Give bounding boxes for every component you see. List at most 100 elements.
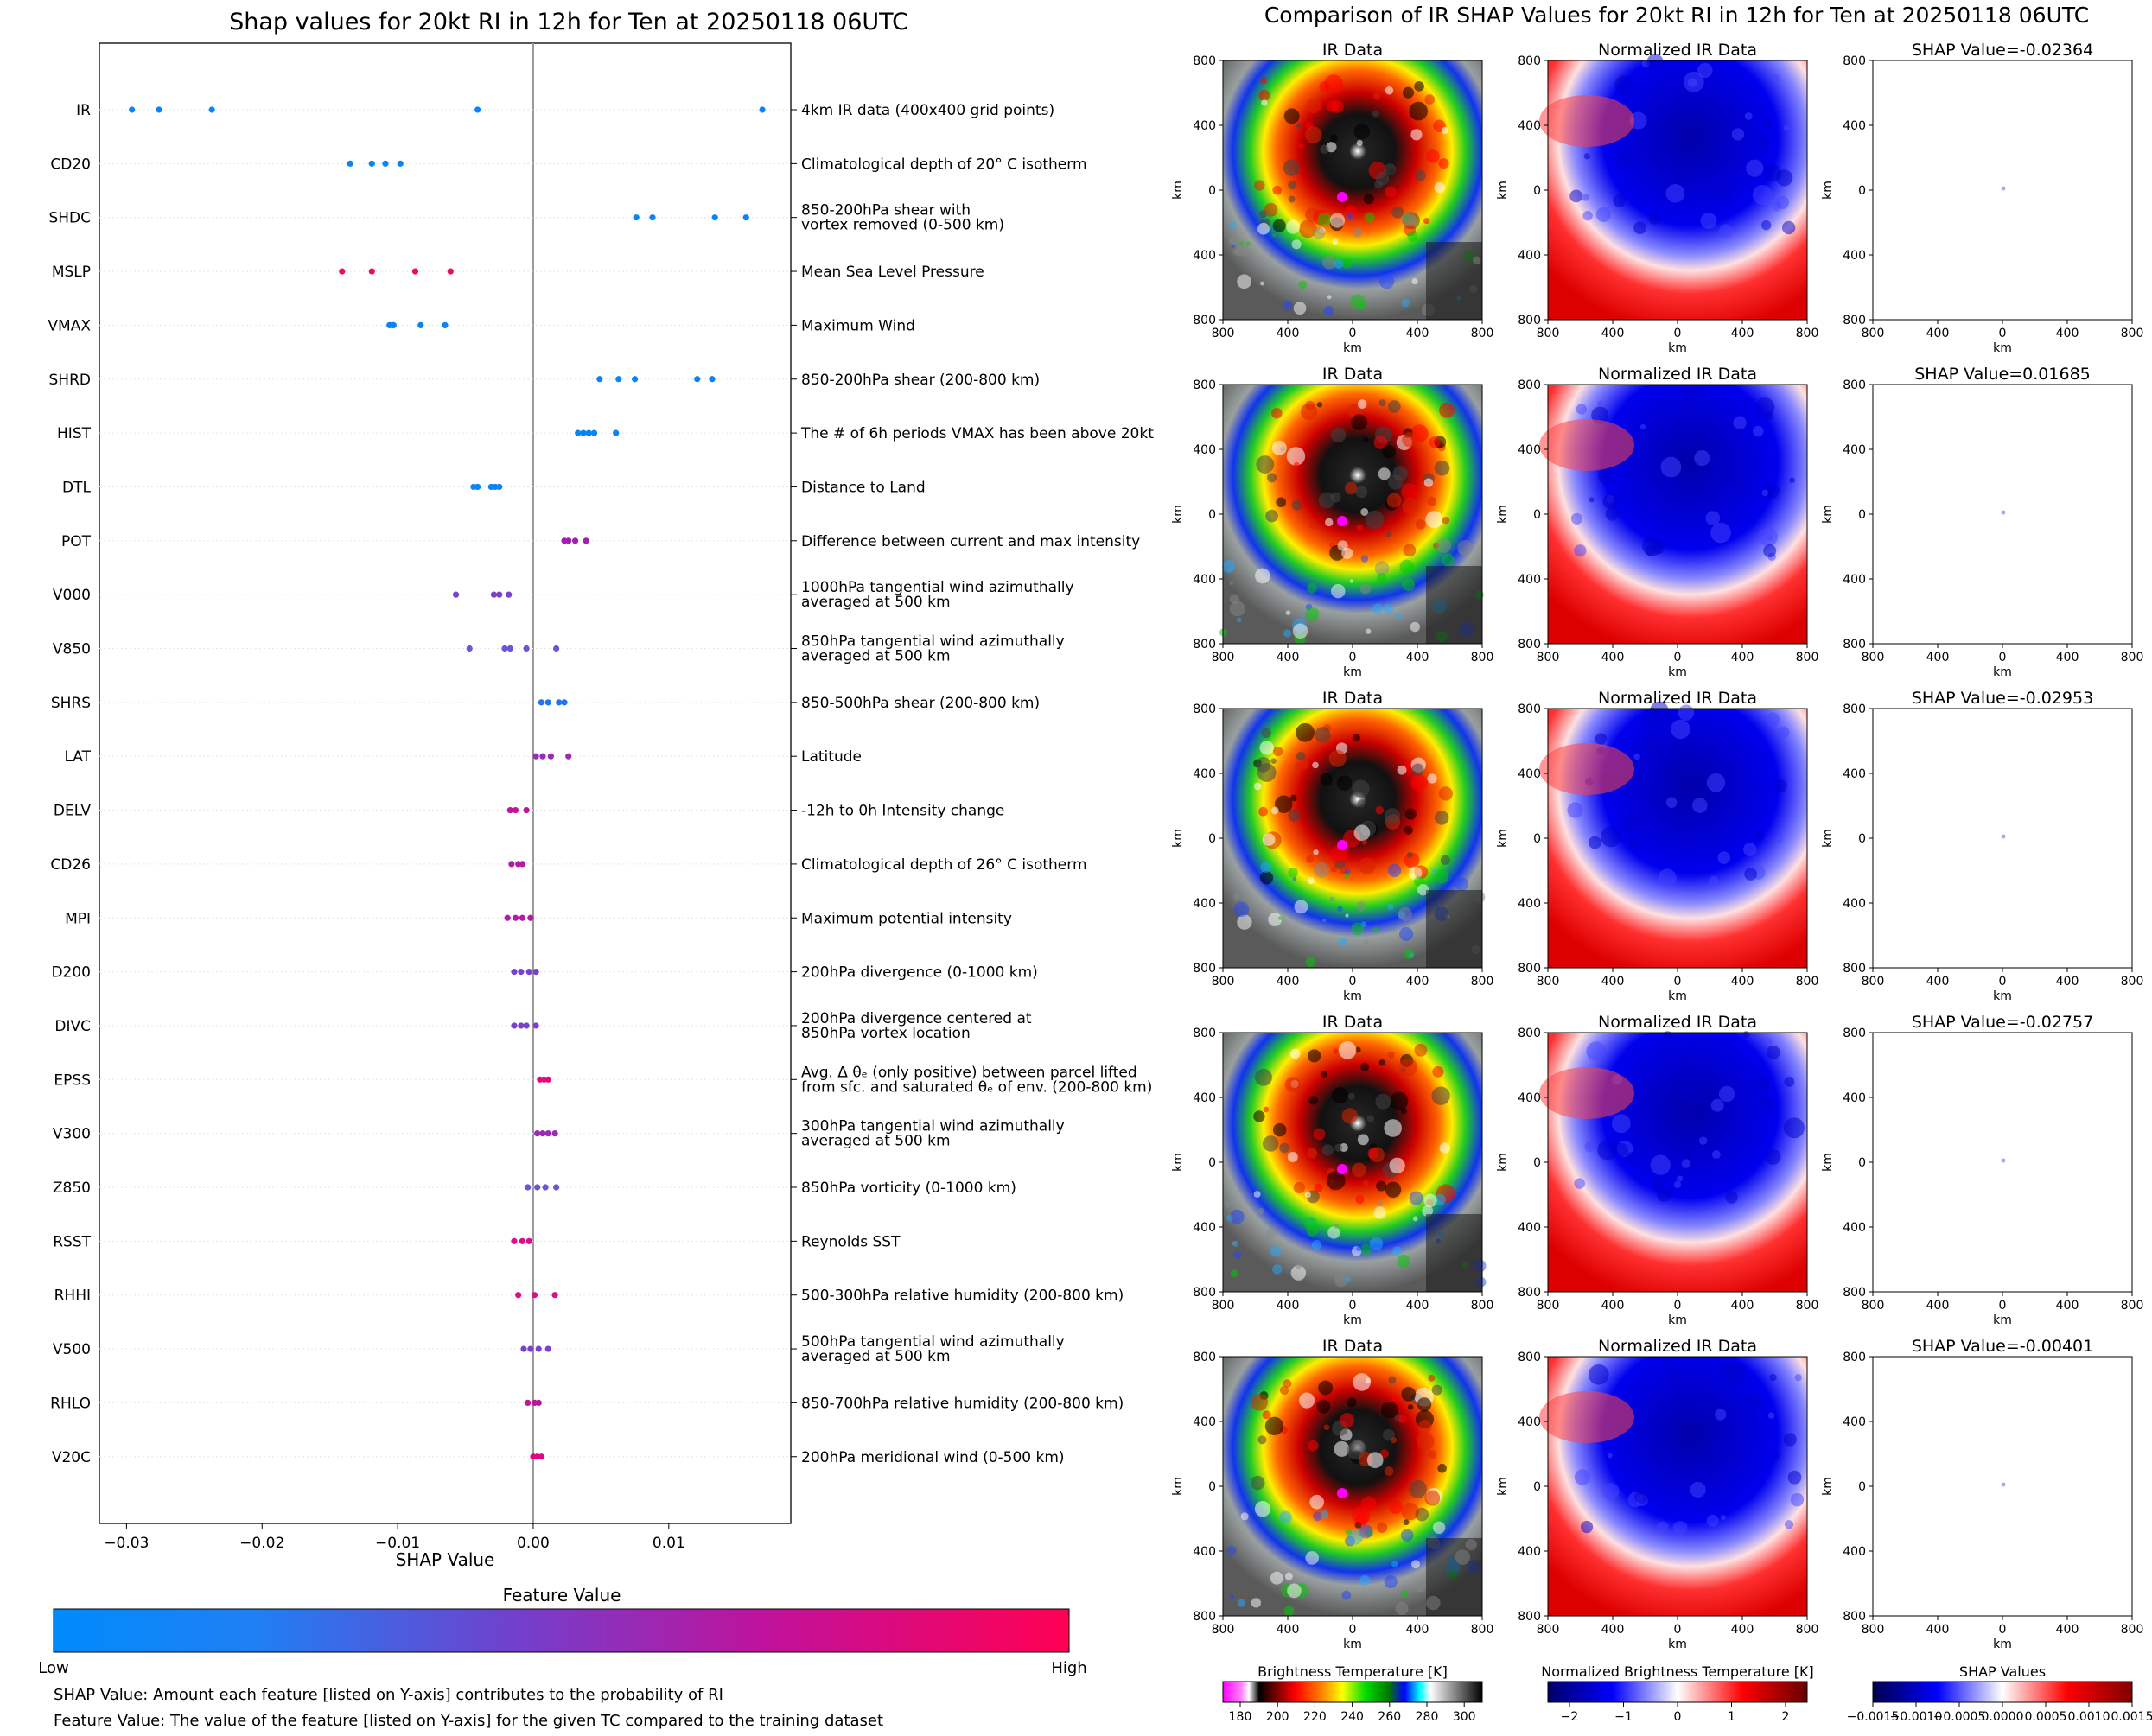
feature-row-divc: DIVC 200hPa divergence centered at850hPa … — [54, 1010, 1031, 1042]
shap-point — [447, 268, 454, 275]
x-tick-label: 400 — [1601, 651, 1625, 665]
cloud-texture — [1767, 1412, 1775, 1419]
shap-point — [565, 537, 572, 544]
shap-point — [580, 429, 587, 436]
y-tick-label: 0 — [1858, 508, 1866, 522]
cloud-texture — [1305, 957, 1316, 968]
cloud-texture — [1417, 1420, 1432, 1434]
x-tick-label: 0 — [1999, 1299, 2007, 1313]
feature-label: RSST — [53, 1233, 91, 1250]
cloud-texture — [1291, 499, 1303, 511]
cloud-texture — [1649, 765, 1664, 780]
cloud-texture — [1376, 1522, 1388, 1534]
y-tick-label: 400 — [1518, 443, 1541, 457]
cloud-texture — [1386, 531, 1392, 537]
cloud-texture — [1309, 522, 1317, 530]
cloud-texture — [1401, 212, 1417, 227]
cloud-texture — [1305, 400, 1315, 410]
y-axis-unit: km — [1171, 505, 1185, 524]
cloud-texture — [1294, 900, 1308, 914]
y-tick-label: 400 — [1193, 767, 1216, 781]
feature-label: V20C — [52, 1449, 91, 1466]
shap-point — [474, 106, 481, 113]
feature-description: vortex removed (0-500 km) — [801, 217, 1004, 234]
cloud-texture — [1678, 1057, 1691, 1071]
shap-point — [532, 969, 539, 976]
feature-row-pot: POT Difference between current and max in… — [61, 533, 1140, 550]
y-tick-label: 400 — [1518, 1221, 1541, 1235]
y-tick-label: 800 — [1843, 638, 1866, 652]
cloud-texture — [1296, 722, 1315, 742]
x-axis-unit: km — [1343, 1313, 1362, 1327]
cloud-texture — [1751, 1074, 1770, 1094]
cloud-texture — [1296, 751, 1306, 761]
cloud-texture — [1341, 258, 1353, 269]
cloud-texture — [1733, 1474, 1740, 1481]
cloud-texture — [1313, 1511, 1322, 1522]
y-tick-label: 400 — [1843, 119, 1866, 133]
y-tick-label: 400 — [1518, 1545, 1541, 1559]
cloud-texture — [1651, 1457, 1662, 1468]
shap-point — [518, 969, 525, 976]
y-tick-label: 400 — [1518, 1091, 1541, 1105]
feature-description: Avg. Δ θₑ (only positive) between parcel… — [801, 1064, 1137, 1081]
x-tick-label: 0 — [1999, 651, 2007, 665]
cloud-texture — [1262, 833, 1276, 846]
x-tick-label: 800 — [2121, 651, 2144, 665]
panel-title: SHAP Value=-0.02364 — [1912, 41, 2093, 60]
shap-point — [511, 1237, 518, 1244]
cloud-texture — [1403, 544, 1417, 557]
shap-point — [561, 699, 568, 706]
colorbar-tick-label: 0.0000 — [1982, 1710, 2024, 1724]
panel-r4-c2: Normalized IR Data8008004004000040040080… — [1496, 1013, 1818, 1327]
cloud-texture — [1352, 1162, 1366, 1178]
feature-row-v850: V850 850hPa tangential wind azimuthallyav… — [53, 633, 1065, 665]
panel-r3-c2: Normalized IR Data8008004004000040040080… — [1496, 689, 1818, 1003]
cloud-texture — [1356, 1245, 1362, 1252]
cloud-texture — [1407, 231, 1418, 242]
cloud-texture — [1253, 782, 1262, 791]
feature-description: Reynolds SST — [801, 1233, 901, 1250]
x-tick-label: 400 — [2056, 1299, 2079, 1313]
cloud-texture — [1399, 926, 1414, 942]
cloud-texture — [1764, 1037, 1773, 1046]
cloud-texture — [1658, 868, 1677, 887]
cloud-texture — [1412, 1216, 1418, 1222]
cloud-texture — [1415, 519, 1426, 530]
cloud-texture — [1657, 1521, 1669, 1534]
x-tick-label: 800 — [1212, 975, 1235, 989]
y-tick-label: 400 — [1518, 119, 1541, 133]
cloud-texture — [1355, 1513, 1368, 1526]
x-tick-label: 800 — [1537, 651, 1560, 665]
cloud-texture — [1678, 1084, 1696, 1101]
shap-point — [534, 1130, 541, 1137]
feature-description: averaged at 500 km — [801, 1133, 951, 1150]
cloud-texture — [1719, 224, 1733, 238]
cloud-texture — [1589, 497, 1595, 503]
cloud-texture — [1293, 1181, 1306, 1194]
x-tick-label: 800 — [2121, 327, 2144, 340]
ir-comparison-grid: IR Data 800 800 400 400 0 0 400 400 800 800 km km Nor… — [1171, 41, 2143, 1651]
shap-point — [535, 1399, 542, 1406]
cloud-texture — [1358, 856, 1376, 874]
shap-point — [508, 861, 515, 868]
cloud-texture — [1271, 407, 1283, 419]
shap-point — [504, 914, 511, 921]
cloud-texture — [1414, 1043, 1428, 1057]
cloud-texture — [1345, 481, 1358, 495]
cloud-texture — [1359, 1574, 1371, 1586]
cloud-texture — [1401, 298, 1410, 308]
cloud-texture — [1329, 896, 1334, 902]
cloud-texture — [1366, 1115, 1375, 1122]
colorbar-tick-label: 240 — [1340, 1710, 1364, 1724]
panel-r1-c2: Normalized IR Data8008004004000040040080… — [1496, 41, 1818, 355]
cloud-texture — [1399, 559, 1415, 574]
shap-point — [551, 1292, 558, 1299]
warm-region — [1539, 1391, 1634, 1443]
cloud-texture — [1650, 701, 1669, 720]
cloud-texture — [1408, 952, 1415, 958]
shap-point — [501, 645, 508, 652]
shap-point — [515, 1292, 522, 1299]
x-axis-unit: km — [1993, 1313, 2012, 1327]
